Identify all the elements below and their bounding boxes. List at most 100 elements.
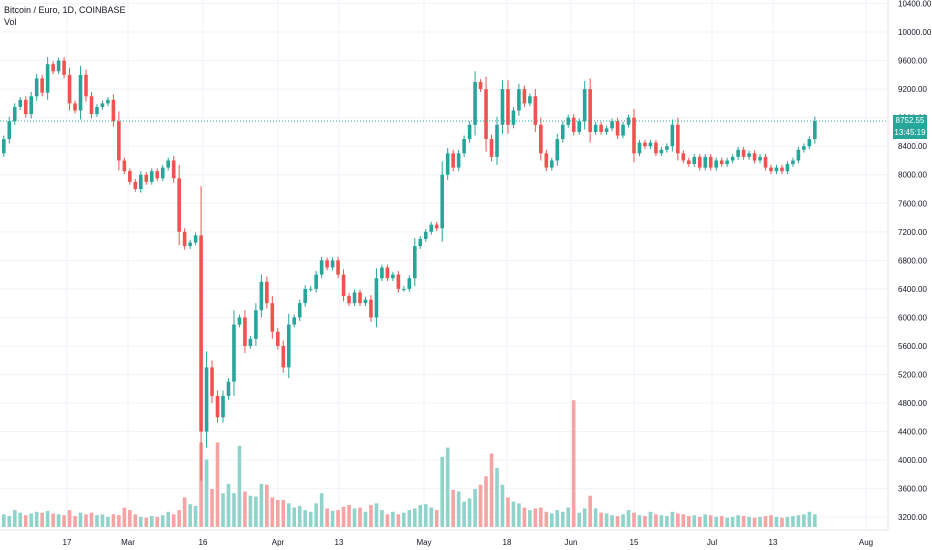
volume-bar: [456, 491, 461, 527]
candle: [555, 133, 560, 166]
candle: [139, 171, 143, 193]
volume-bar: [177, 510, 181, 527]
volume-bar: [226, 483, 231, 527]
volume-bar: [133, 514, 138, 527]
candle-body: [708, 156, 713, 168]
candle-body: [149, 171, 154, 182]
candle-body: [719, 160, 724, 165]
volume-bar: [100, 514, 105, 527]
volume-bar: [254, 496, 258, 527]
candle-body: [34, 78, 39, 97]
candle-body: [407, 278, 412, 289]
candle-body: [237, 317, 242, 325]
volume-bar: [314, 503, 318, 527]
candle-body: [128, 171, 132, 182]
volume-bar: [763, 516, 768, 527]
candle-body: [774, 167, 779, 172]
candle-body: [325, 260, 329, 268]
candle: [166, 157, 170, 171]
candle: [396, 271, 401, 293]
price-axis[interactable]: 10400.0010000.009600.009200.008800.00840…: [898, 0, 932, 522]
volume-bar: [23, 515, 28, 527]
candle: [133, 179, 138, 192]
volume-bar: [117, 515, 121, 527]
volume-bar: [599, 512, 603, 527]
volume-bar: [248, 495, 253, 527]
time-tick-label: May: [416, 538, 431, 547]
candle: [736, 146, 740, 160]
candle: [462, 135, 466, 157]
candle: [40, 74, 44, 97]
candle-body: [56, 60, 61, 72]
volume-bar: [467, 498, 472, 527]
candle: [2, 135, 6, 157]
volume-bar: [380, 510, 384, 527]
candle: [199, 186, 203, 481]
candle: [741, 146, 746, 160]
time-tick-label: 13: [335, 538, 344, 547]
volume-bar: [582, 508, 587, 527]
candle-body: [506, 89, 510, 125]
candle-body: [637, 142, 642, 154]
candle-body: [752, 153, 757, 161]
volume-bar: [500, 484, 505, 527]
volume-bar: [681, 514, 686, 527]
volume-bar: [18, 512, 23, 527]
candle: [582, 81, 587, 130]
candle: [489, 134, 494, 162]
candle-body: [341, 274, 346, 297]
candle: [95, 104, 99, 117]
candle-body: [632, 117, 636, 154]
candle: [265, 276, 269, 309]
candle: [188, 239, 192, 249]
price-tick-label: 9200.00: [898, 85, 927, 94]
candle-body: [451, 153, 455, 168]
volume-bar: [182, 497, 187, 527]
candle: [226, 378, 231, 400]
candle-body: [347, 296, 351, 304]
candle: [171, 156, 176, 183]
time-tick-label: Aug: [859, 538, 873, 547]
candle: [177, 164, 181, 246]
candle: [813, 116, 817, 144]
volume-bar: [593, 508, 598, 527]
candle: [626, 114, 631, 128]
volume-bar: [347, 505, 351, 527]
candle: [802, 143, 806, 153]
volume-bar: [413, 508, 417, 527]
candle: [456, 149, 461, 172]
time-axis[interactable]: 17 Mar 16 Apr 13 May 18 Jun 15 Jul 13 Aug: [63, 538, 874, 547]
candle-body: [177, 178, 181, 232]
candle: [369, 295, 373, 322]
volume-bar: [555, 510, 560, 527]
volume-bar: [418, 505, 423, 527]
volume-bar: [791, 516, 795, 527]
volume-bar: [741, 516, 746, 527]
candle: [358, 289, 362, 307]
candle-body: [500, 89, 505, 125]
candle: [791, 157, 795, 167]
volume-bar: [128, 510, 132, 527]
candle: [445, 147, 450, 181]
volume-label[interactable]: Vol: [4, 17, 17, 27]
volume-bar: [407, 510, 412, 527]
candle: [413, 238, 417, 287]
volume-bar: [571, 400, 576, 527]
candle-body: [615, 121, 620, 136]
symbol-title[interactable]: Bitcoin / Euro, 1D, COINBASE: [4, 5, 126, 15]
candle-body: [462, 139, 466, 154]
volume-bar: [12, 510, 17, 527]
candle-body: [610, 121, 614, 129]
candle: [730, 154, 735, 164]
candle-body: [303, 288, 307, 304]
candle-body: [577, 121, 581, 132]
volume-bar: [221, 493, 225, 527]
candle-body: [221, 395, 225, 418]
candle-body: [528, 96, 532, 104]
candle-body: [730, 156, 735, 161]
volume-bar: [265, 484, 269, 527]
candle: [347, 293, 351, 307]
candle-body: [396, 274, 401, 289]
candle: [391, 271, 395, 282]
